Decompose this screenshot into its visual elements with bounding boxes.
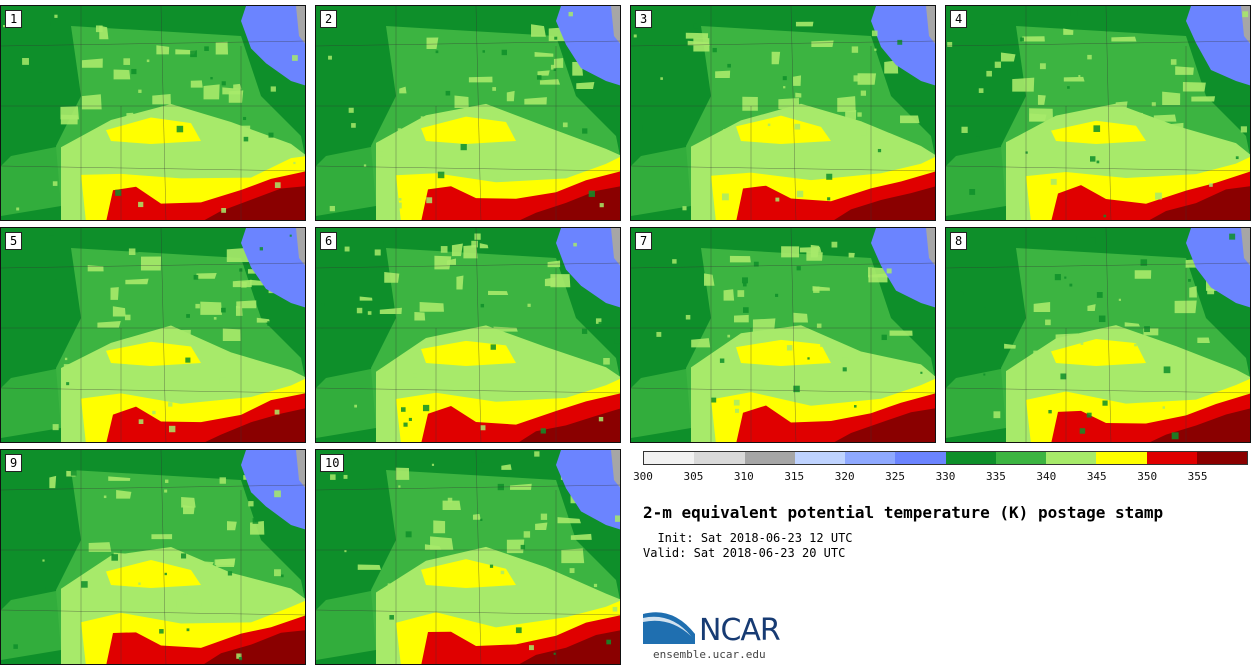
colorbar-tick-label: 340 [1036,470,1057,483]
init-time: Init: Sat 2018-06-23 12 UTC [643,531,853,545]
colorbar-tick-label: 315 [784,470,805,483]
valid-time: Valid: Sat 2018-06-23 20 UTC [643,546,845,560]
state-boundary [1,387,305,394]
state-boundary [1,40,305,47]
colorbar-swatch [895,452,946,464]
ncar-logo-text: NCAR [699,613,781,648]
colorbar [643,451,1248,465]
state-boundary [946,387,1250,394]
postage-stamp-panel[interactable]: 4 [945,5,1251,221]
member-map [1,6,305,220]
member-number-label: 7 [635,232,653,250]
colorbar-swatch [794,452,845,464]
postage-stamp-panel[interactable]: 9 [0,449,306,665]
member-number-label: 2 [320,10,338,28]
member-map [631,6,935,220]
colorbar-tick-label: 345 [1086,470,1107,483]
member-number-label: 4 [950,10,968,28]
state-boundary [790,228,797,442]
member-map [316,228,620,442]
state-boundary [946,262,1250,269]
state-boundary [946,165,1250,172]
valid-value: Sat 2018-06-23 20 UTC [693,546,846,560]
state-boundary [316,609,620,616]
colorbar-tick-label: 320 [834,470,855,483]
member-number-label: 5 [5,232,23,250]
postage-stamp-panel[interactable]: 7 [630,227,936,443]
colorbar-tick-label: 355 [1187,470,1208,483]
member-map [946,228,1250,442]
postage-stamp-panel[interactable]: 3 [630,5,936,221]
state-boundary [1,484,305,491]
state-boundary [160,450,167,664]
state-boundary [946,40,1250,47]
state-boundary [316,484,620,491]
state-boundary [475,228,482,442]
colorbar-swatch [1196,452,1247,464]
member-number-label: 8 [950,232,968,250]
colorbar-swatch [845,452,896,464]
colorbar-tick-label: 330 [935,470,956,483]
colorbar-swatch [744,452,795,464]
colorbar-swatch [1046,452,1097,464]
colorbar-tick-label: 350 [1137,470,1158,483]
colorbar-swatch [644,452,695,464]
state-boundary [790,6,797,220]
state-boundary [316,262,620,269]
state-boundary [631,165,935,172]
state-boundary [1,262,305,269]
postage-stamp-panel[interactable]: 2 [315,5,621,221]
postage-stamp-panel[interactable]: 1 [0,5,306,221]
member-number-label: 10 [320,454,345,472]
state-boundary [631,387,935,394]
member-map [1,228,305,442]
state-boundary [475,6,482,220]
member-number-label: 6 [320,232,338,250]
state-boundary [1,609,305,616]
postage-stamp-panel[interactable]: 5 [0,227,306,443]
ncar-logo [643,612,695,644]
state-boundary [316,387,620,394]
state-boundary [160,228,167,442]
postage-stamp-panel[interactable]: 8 [945,227,1251,443]
colorbar-swatch [1096,452,1147,464]
figure-title: 2-m equivalent potential temperature (K)… [643,503,1164,522]
ensemble-url[interactable]: ensemble.ucar.edu [653,648,766,661]
init-value: Sat 2018-06-23 12 UTC [700,531,853,545]
valid-label: Valid: [643,546,687,560]
member-number-label: 9 [5,454,23,472]
state-boundary [316,40,620,47]
state-boundary [316,165,620,172]
colorbar-swatch [945,452,996,464]
member-map [316,450,620,664]
colorbar-ticks: 300 305 310 315 320 325 330 335 340 345 350 355 [633,470,1248,484]
member-number-label: 3 [635,10,653,28]
state-boundary [1105,228,1112,442]
colorbar-tick-label: 335 [985,470,1006,483]
colorbar-swatch [995,452,1046,464]
colorbar-swatch [694,452,745,464]
member-map [1,450,305,664]
colorbar-tick-label: 300 [633,470,653,483]
init-label: Init: [643,531,694,545]
colorbar-tick-label: 310 [733,470,754,483]
colorbar-swatch [1146,452,1197,464]
state-boundary [1105,6,1112,220]
state-boundary [631,40,935,47]
state-boundary [631,262,935,269]
colorbar-tick-label: 325 [885,470,906,483]
postage-stamp-panel[interactable]: 6 [315,227,621,443]
member-map [316,6,620,220]
colorbar-tick-label: 305 [683,470,704,483]
member-map [946,6,1250,220]
state-boundary [475,450,482,664]
member-map [631,228,935,442]
state-boundary [1,165,305,172]
member-number-label: 1 [5,10,23,28]
state-boundary [160,6,167,220]
postage-stamp-panel[interactable]: 10 [315,449,621,665]
